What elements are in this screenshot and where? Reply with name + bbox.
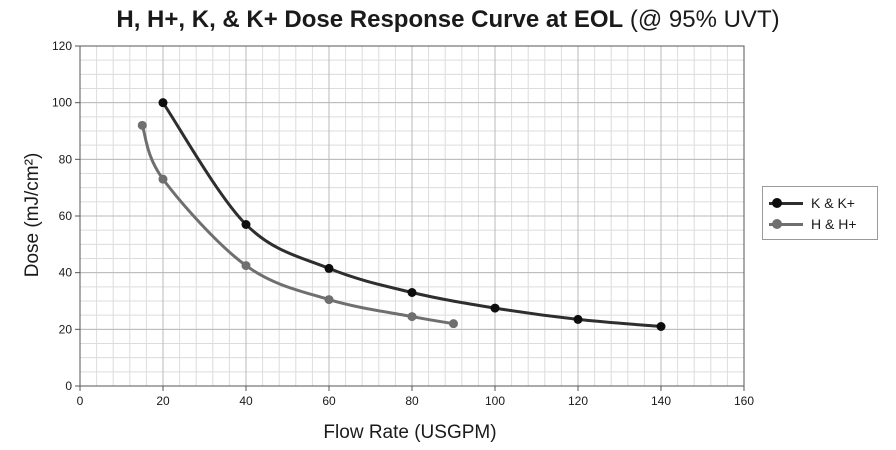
data-point-k <box>656 322 666 331</box>
x-axis-label: Flow Rate (USGPM) <box>323 422 496 443</box>
data-point-h <box>324 295 334 305</box>
data-point-k <box>241 220 251 229</box>
legend-label-h: H & H+ <box>811 216 857 232</box>
y-axis-label: Dose (mJ/cm²) <box>22 153 43 278</box>
y-tick-label: 120 <box>52 39 72 53</box>
data-point-k <box>158 98 168 108</box>
x-tick-label: 140 <box>651 394 671 408</box>
legend-swatch-h <box>769 218 803 230</box>
series-points <box>137 98 666 331</box>
legend-item-k: K & K+ <box>769 194 855 212</box>
x-tick-label: 0 <box>77 394 84 408</box>
data-point-h <box>407 312 417 322</box>
y-tick-label: 60 <box>59 209 73 223</box>
data-point-h <box>241 261 251 271</box>
data-point-h <box>449 319 458 329</box>
legend: K & K+ H & H+ <box>762 186 878 240</box>
x-tick-label: 120 <box>568 394 588 408</box>
y-tick-label: 40 <box>59 266 73 280</box>
x-axis-ticks: 0 20 40 60 80 100 120 140 160 <box>77 386 754 408</box>
chart-subtitle: (@ 95% UVT) <box>629 6 780 33</box>
x-tick-label: 40 <box>239 394 253 408</box>
x-tick-label: 100 <box>485 394 505 408</box>
chart-title: H, H+, K, & K+ Dose Response Curve at EO… <box>0 6 896 34</box>
legend-label-k: K & K+ <box>811 195 855 211</box>
y-axis-ticks: 0 20 40 60 80 100 120 <box>52 39 80 393</box>
legend-item-h: H & H+ <box>769 215 857 233</box>
y-tick-label: 0 <box>65 379 72 393</box>
data-point-k <box>324 263 334 273</box>
y-tick-label: 20 <box>59 322 73 336</box>
legend-swatch-k <box>769 197 803 209</box>
data-point-k <box>490 303 500 313</box>
x-tick-label: 80 <box>405 394 419 408</box>
x-tick-label: 160 <box>734 394 754 408</box>
series-lines <box>140 101 663 328</box>
x-tick-label: 60 <box>322 394 336 408</box>
data-point-k <box>573 314 583 324</box>
series-line-h <box>140 123 455 326</box>
data-point-h <box>158 174 168 184</box>
x-tick-label: 20 <box>156 394 170 408</box>
chart-title-main: H, H+, K, & K+ Dose Response Curve at EO… <box>116 6 624 33</box>
data-point-h <box>137 120 147 130</box>
y-tick-label: 80 <box>59 152 73 166</box>
data-point-k <box>407 288 417 297</box>
y-tick-label: 100 <box>52 96 72 110</box>
